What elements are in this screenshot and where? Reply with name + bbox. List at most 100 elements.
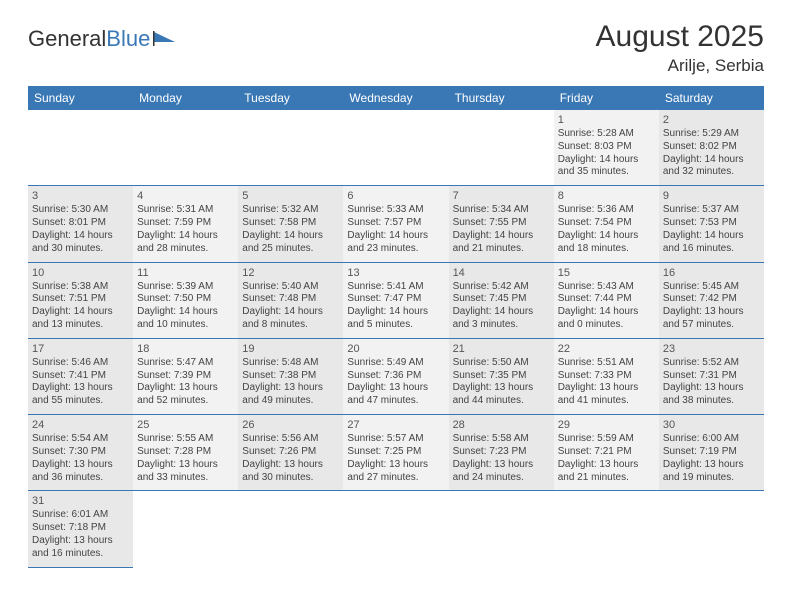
daylight-text: and 38 minutes.: [663, 395, 760, 408]
calendar-cell: 21Sunrise: 5:50 AMSunset: 7:35 PMDayligh…: [449, 338, 554, 414]
sunset-text: Sunset: 7:42 PM: [663, 293, 760, 306]
daylight-text: Daylight: 13 hours: [242, 382, 339, 395]
calendar-cell: 8Sunrise: 5:36 AMSunset: 7:54 PMDaylight…: [554, 186, 659, 262]
calendar-cell: 23Sunrise: 5:52 AMSunset: 7:31 PMDayligh…: [659, 338, 764, 414]
calendar-cell: 6Sunrise: 5:33 AMSunset: 7:57 PMDaylight…: [343, 186, 448, 262]
daylight-text: and 30 minutes.: [242, 472, 339, 485]
calendar-week: 1Sunrise: 5:28 AMSunset: 8:03 PMDaylight…: [28, 110, 764, 186]
sunset-text: Sunset: 7:19 PM: [663, 446, 760, 459]
daylight-text: and 5 minutes.: [347, 319, 444, 332]
daylight-text: and 47 minutes.: [347, 395, 444, 408]
header: GeneralBlue August 2025 Arilje, Serbia: [28, 20, 764, 76]
sunrise-text: Sunrise: 5:52 AM: [663, 357, 760, 370]
sunrise-text: Sunrise: 5:47 AM: [137, 357, 234, 370]
sunset-text: Sunset: 7:51 PM: [32, 293, 129, 306]
sunrise-text: Sunrise: 5:42 AM: [453, 281, 550, 294]
month-title: August 2025: [596, 20, 764, 54]
daylight-text: Daylight: 13 hours: [32, 459, 129, 472]
daylight-text: Daylight: 13 hours: [347, 459, 444, 472]
daylight-text: Daylight: 14 hours: [32, 230, 129, 243]
daylight-text: Daylight: 14 hours: [453, 306, 550, 319]
daylight-text: and 10 minutes.: [137, 319, 234, 332]
sunrise-text: Sunrise: 5:58 AM: [453, 433, 550, 446]
sunrise-text: Sunrise: 5:50 AM: [453, 357, 550, 370]
daylight-text: Daylight: 13 hours: [663, 306, 760, 319]
calendar-cell: 17Sunrise: 5:46 AMSunset: 7:41 PMDayligh…: [28, 338, 133, 414]
daylight-text: Daylight: 14 hours: [137, 230, 234, 243]
calendar-cell: 12Sunrise: 5:40 AMSunset: 7:48 PMDayligh…: [238, 262, 343, 338]
calendar-cell: 10Sunrise: 5:38 AMSunset: 7:51 PMDayligh…: [28, 262, 133, 338]
day-header: Wednesday: [343, 86, 448, 110]
sunrise-text: Sunrise: 5:59 AM: [558, 433, 655, 446]
daylight-text: and 44 minutes.: [453, 395, 550, 408]
daylight-text: and 23 minutes.: [347, 243, 444, 256]
calendar-cell: [238, 110, 343, 186]
daylight-text: Daylight: 13 hours: [663, 382, 760, 395]
day-number: 20: [347, 342, 444, 356]
day-header: Saturday: [659, 86, 764, 110]
calendar-cell: [343, 491, 448, 567]
day-number: 14: [453, 266, 550, 280]
daylight-text: Daylight: 14 hours: [558, 306, 655, 319]
sunrise-text: Sunrise: 5:32 AM: [242, 204, 339, 217]
sunset-text: Sunset: 7:53 PM: [663, 217, 760, 230]
daylight-text: Daylight: 13 hours: [32, 535, 129, 548]
sunset-text: Sunset: 7:35 PM: [453, 370, 550, 383]
sunset-text: Sunset: 8:03 PM: [558, 141, 655, 154]
sunset-text: Sunset: 8:02 PM: [663, 141, 760, 154]
sunrise-text: Sunrise: 5:28 AM: [558, 128, 655, 141]
title-block: August 2025 Arilje, Serbia: [596, 20, 764, 76]
sunset-text: Sunset: 7:44 PM: [558, 293, 655, 306]
calendar-cell: 2Sunrise: 5:29 AMSunset: 8:02 PMDaylight…: [659, 110, 764, 186]
sunset-text: Sunset: 7:57 PM: [347, 217, 444, 230]
calendar-cell: [449, 491, 554, 567]
daylight-text: and 27 minutes.: [347, 472, 444, 485]
calendar-cell: [554, 491, 659, 567]
day-number: 17: [32, 342, 129, 356]
daylight-text: and 21 minutes.: [558, 472, 655, 485]
daylight-text: Daylight: 13 hours: [347, 382, 444, 395]
day-number: 28: [453, 418, 550, 432]
sunset-text: Sunset: 7:55 PM: [453, 217, 550, 230]
sunset-text: Sunset: 7:21 PM: [558, 446, 655, 459]
sunrise-text: Sunrise: 5:33 AM: [347, 204, 444, 217]
daylight-text: Daylight: 14 hours: [32, 306, 129, 319]
sunrise-text: Sunrise: 5:43 AM: [558, 281, 655, 294]
daylight-text: and 57 minutes.: [663, 319, 760, 332]
sunset-text: Sunset: 7:59 PM: [137, 217, 234, 230]
calendar-week: 24Sunrise: 5:54 AMSunset: 7:30 PMDayligh…: [28, 415, 764, 491]
daylight-text: Daylight: 13 hours: [453, 382, 550, 395]
calendar-week: 17Sunrise: 5:46 AMSunset: 7:41 PMDayligh…: [28, 338, 764, 414]
calendar-cell: 19Sunrise: 5:48 AMSunset: 7:38 PMDayligh…: [238, 338, 343, 414]
sunrise-text: Sunrise: 5:38 AM: [32, 281, 129, 294]
sunset-text: Sunset: 7:58 PM: [242, 217, 339, 230]
sunrise-text: Sunrise: 5:41 AM: [347, 281, 444, 294]
day-number: 26: [242, 418, 339, 432]
sunrise-text: Sunrise: 5:29 AM: [663, 128, 760, 141]
day-number: 2: [663, 113, 760, 127]
calendar-cell: 7Sunrise: 5:34 AMSunset: 7:55 PMDaylight…: [449, 186, 554, 262]
day-header: Monday: [133, 86, 238, 110]
sunset-text: Sunset: 7:30 PM: [32, 446, 129, 459]
day-number: 15: [558, 266, 655, 280]
day-number: 18: [137, 342, 234, 356]
daylight-text: Daylight: 14 hours: [558, 154, 655, 167]
calendar-cell: 31Sunrise: 6:01 AMSunset: 7:18 PMDayligh…: [28, 491, 133, 567]
daylight-text: and 3 minutes.: [453, 319, 550, 332]
logo-flag-icon: [153, 30, 179, 48]
day-number: 23: [663, 342, 760, 356]
day-number: 10: [32, 266, 129, 280]
day-number: 1: [558, 113, 655, 127]
daylight-text: Daylight: 14 hours: [663, 154, 760, 167]
sunrise-text: Sunrise: 5:45 AM: [663, 281, 760, 294]
sunrise-text: Sunrise: 5:30 AM: [32, 204, 129, 217]
calendar-cell: [238, 491, 343, 567]
sunset-text: Sunset: 7:50 PM: [137, 293, 234, 306]
day-number: 13: [347, 266, 444, 280]
daylight-text: and 21 minutes.: [453, 243, 550, 256]
calendar-cell: 14Sunrise: 5:42 AMSunset: 7:45 PMDayligh…: [449, 262, 554, 338]
calendar-table: Sunday Monday Tuesday Wednesday Thursday…: [28, 86, 764, 568]
sunset-text: Sunset: 7:47 PM: [347, 293, 444, 306]
sunset-text: Sunset: 7:18 PM: [32, 522, 129, 535]
calendar-cell: [449, 110, 554, 186]
